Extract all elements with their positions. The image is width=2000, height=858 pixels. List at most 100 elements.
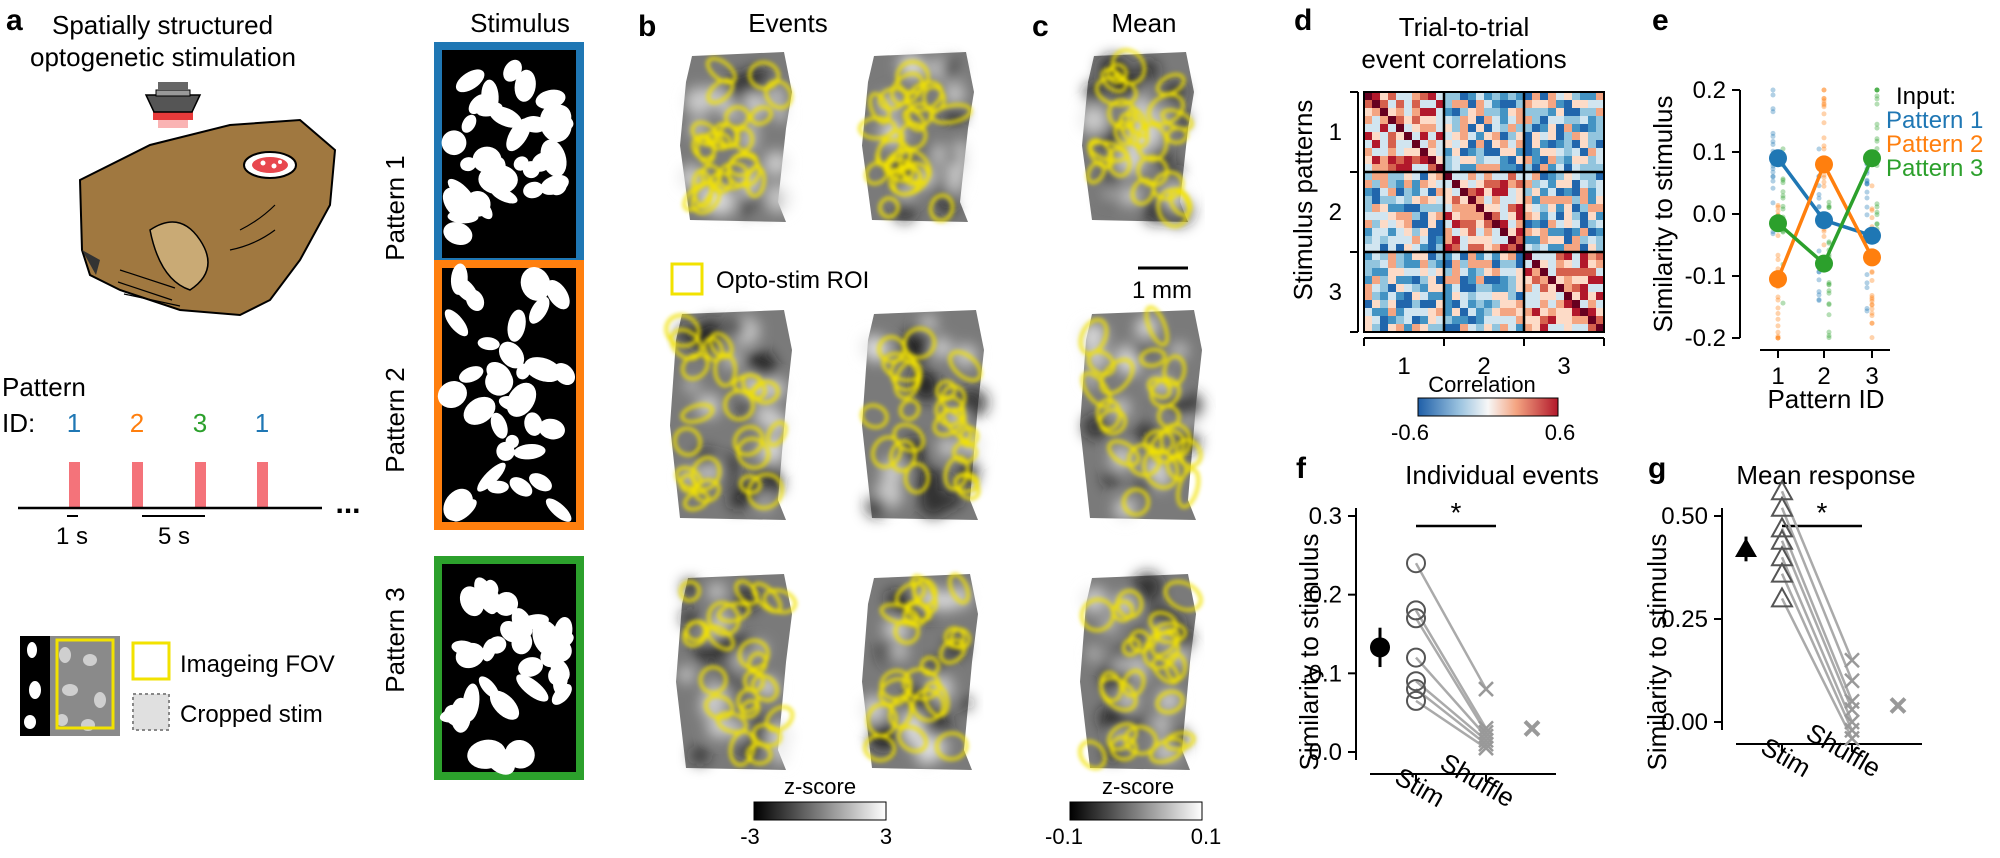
matrix-cell [1556,228,1565,237]
roi-outline [1150,628,1180,657]
matrix-cell [1380,164,1389,173]
matrix-cell [1556,180,1565,189]
matrix-cell [1364,196,1373,205]
matrix-cell [1524,212,1533,221]
roi-outline [1142,448,1179,490]
matrix-cell [1588,188,1597,197]
roi-outline [679,580,701,603]
trial-point [1775,316,1781,322]
stimulus-blob [545,498,572,522]
matrix-cell [1372,252,1381,261]
matrix-cell [1476,228,1485,237]
stim-point [1406,679,1426,700]
matrix-cell [1532,212,1541,221]
trial-point [1775,257,1781,263]
matrix-cell [1364,164,1373,173]
matrix-cell [1380,268,1389,277]
matrix-cell [1508,260,1517,269]
matrix-cell [1596,268,1605,277]
trial-point [1864,181,1870,187]
matrix-cell [1500,116,1509,125]
roi-outline [1100,67,1128,93]
matrix-cell [1436,268,1445,277]
roi-outline [679,473,698,493]
matrix-cell [1572,188,1581,197]
matrix-cell [1580,268,1589,277]
shuffle-point [1844,672,1860,689]
cortex-blob [929,468,942,482]
matrix-cell [1388,220,1397,229]
matrix-cell [1452,260,1461,269]
matrix-cell [1476,188,1485,197]
y-tick-label: 0.25 [1661,606,1708,633]
trial-point [1821,143,1827,149]
matrix-cell [1556,116,1565,125]
matrix-cell [1500,124,1509,133]
roi-outline [1119,112,1149,149]
matrix-cell [1556,324,1565,333]
matrix-cell [1484,108,1493,117]
roi-outline [893,618,920,645]
matrix-cell [1516,108,1525,117]
trial-point [1775,252,1781,258]
matrix-cell [1596,156,1605,165]
cortex-blob [678,666,695,683]
matrix-cell [1508,212,1517,221]
matrix-cell [1476,244,1485,253]
matrix-cell [1572,92,1581,101]
trial-point [1869,278,1875,284]
matrix-cell [1572,316,1581,325]
matrix-cell [1476,236,1485,245]
matrix-cell [1380,116,1389,125]
matrix-cell [1564,180,1573,189]
matrix-cell [1540,252,1549,261]
shuffle-mean-point [1889,697,1907,714]
matrix-cell [1524,164,1533,173]
roi-legend-label: Opto-stim ROI [716,267,869,294]
roi-outline [1156,73,1186,96]
stimulus-blob [550,658,570,682]
matrix-cell [1476,164,1485,173]
matrix-cell [1364,124,1373,133]
matrix-cell [1452,212,1461,221]
matrix-cell [1412,100,1421,109]
matrix-cell [1468,116,1477,125]
stimulus-blob [453,276,478,303]
matrix-cell [1580,140,1589,149]
trial-point [1821,104,1827,110]
stimulus-blob [489,690,520,720]
roi-outline [954,474,981,501]
pair-line [1780,507,1854,682]
matrix-cell [1364,252,1373,261]
matrix-cell [1372,268,1381,277]
roi-outline [1086,160,1106,184]
matrix-cell [1516,324,1525,333]
stimulus-blob [437,381,467,409]
matrix-cell [1364,108,1373,117]
y-tick-label: 0.2 [1693,77,1726,104]
matrix-cell [1556,284,1565,293]
matrix-cell [1468,156,1477,165]
trial-point [1826,290,1832,296]
roi-outline [1113,120,1134,147]
matrix-cell [1436,252,1445,261]
matrix-cell [1468,140,1477,149]
matrix-cell [1588,316,1597,325]
matrix-cell [1580,108,1589,117]
trial-point [1874,125,1880,131]
matrix-cell [1492,156,1501,165]
matrix-cell [1468,204,1477,213]
roi-outline [1162,354,1186,387]
trial-point [1770,106,1776,112]
roi-outline [878,196,900,219]
trial-point [1821,179,1827,185]
matrix-cell [1588,260,1597,269]
roi-outline [762,588,797,614]
stim-mean-point [1735,537,1757,557]
pulse-bar [132,462,143,508]
stimulus-blob [511,608,533,638]
mouse-head-illustration [78,118,337,317]
matrix-cell [1572,140,1581,149]
matrix-cell [1372,100,1381,109]
matrix-cell [1388,116,1397,125]
